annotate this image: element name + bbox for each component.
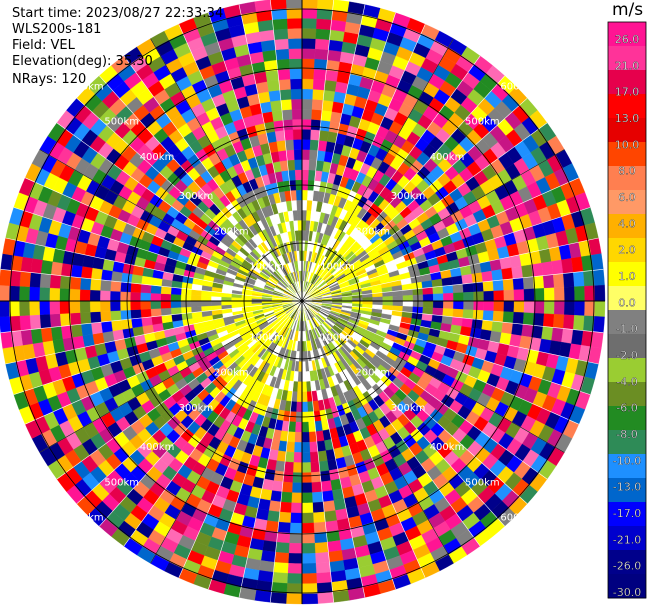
colorbar-tick-label: 17.0 [615,86,640,99]
colorbar-tick-label: 1.0 [618,270,636,283]
colorbar-tick-label: 4.0 [618,217,636,230]
colorbar-tick-label: 2.0 [618,244,636,257]
colorbar-tick-label: -13.0 [613,481,641,494]
colorbar-tick-label: 26.0 [615,33,640,46]
colorbar-tick-label: -1.0 [616,323,637,336]
colorbar-tick-label: -2.0 [616,349,637,362]
colorbar-tick-label: 8.0 [618,165,636,178]
colorbar-tick-label: -4.0 [616,375,637,388]
colorbar-tick-label: -21.0 [613,533,641,546]
colorbar-tick-label: -8.0 [616,428,637,441]
colorbar-tick-label: 0.0 [618,296,636,309]
colorbar-unit: m/s [612,0,644,20]
range-gate [301,0,318,9]
colorbar-tick-label: 10.0 [615,138,640,151]
colorbar-tick-label: -30.0 [613,586,641,599]
colorbar-tick-label: -17.0 [613,507,641,520]
colorbar-tick-label: -6.0 [616,402,637,415]
range-gate [317,0,334,10]
colorbar-tick-label: -26.0 [613,560,641,573]
colorbar-tick-label: 21.0 [615,59,640,72]
colorbar-tick-label: 13.0 [615,112,640,125]
colorbar-tick-label: 6.0 [618,191,636,204]
colorbar-tick-label: -10.0 [613,454,641,467]
